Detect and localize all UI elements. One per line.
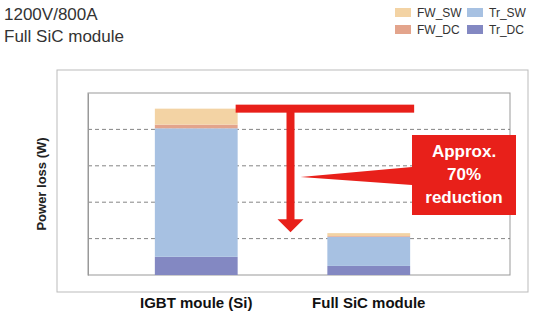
x-axis-line: [111, 275, 456, 276]
grid-line: [88, 238, 510, 239]
bar-segment: [155, 109, 238, 125]
bar-segment: [155, 257, 238, 275]
annotation-line: reduction: [425, 188, 502, 207]
legend-swatch: [395, 25, 411, 34]
callout-box: [301, 135, 517, 215]
outer-frame: [57, 70, 528, 292]
x-tick: Full SiC module: [312, 275, 425, 311]
bar-segment: [155, 125, 238, 129]
legend-label: Tr_DC: [489, 23, 524, 37]
legend-swatch: [467, 8, 483, 17]
grid-line: [88, 129, 510, 130]
arrow-head: [278, 219, 304, 232]
annotation-line: 70%: [447, 165, 481, 184]
subtitle: Full SiC module: [4, 27, 124, 46]
y-axis-line: [88, 94, 89, 276]
annotation-line: Approx.: [432, 142, 496, 161]
annotation-arrow: [236, 105, 516, 232]
title: 1200V/800A: [4, 5, 98, 24]
legend-label: Tr_SW: [489, 6, 527, 20]
bar-segment: [327, 237, 410, 266]
chart: 1200V/800A Full SiC module Power loss (W) I…: [0, 0, 539, 323]
x-tick-label: IGBT moule (Si): [140, 294, 253, 311]
x-tick-label: Full SiC module: [312, 294, 425, 311]
legend-swatch: [395, 8, 411, 17]
x-tick: IGBT moule (Si): [140, 275, 253, 311]
y-axis-title: Power loss (W): [34, 137, 49, 230]
bar-segment: [327, 266, 410, 275]
legend-label: FW_SW: [417, 6, 462, 20]
bar-segment: [155, 128, 238, 256]
x-axis: IGBT moule (Si) Full SiC module: [111, 275, 456, 311]
arrow-bar: [236, 105, 415, 113]
bars: [155, 109, 410, 275]
legend: Tr_DC Tr_SW FW_DC FW_SW: [395, 6, 527, 37]
legend-swatch: [467, 25, 483, 34]
y-axis: [88, 94, 90, 276]
annotation: Approx. 70% reduction: [425, 142, 502, 207]
arrow-shaft: [287, 109, 295, 221]
bar-segment: [327, 233, 410, 236]
legend-label: FW_DC: [417, 23, 460, 37]
